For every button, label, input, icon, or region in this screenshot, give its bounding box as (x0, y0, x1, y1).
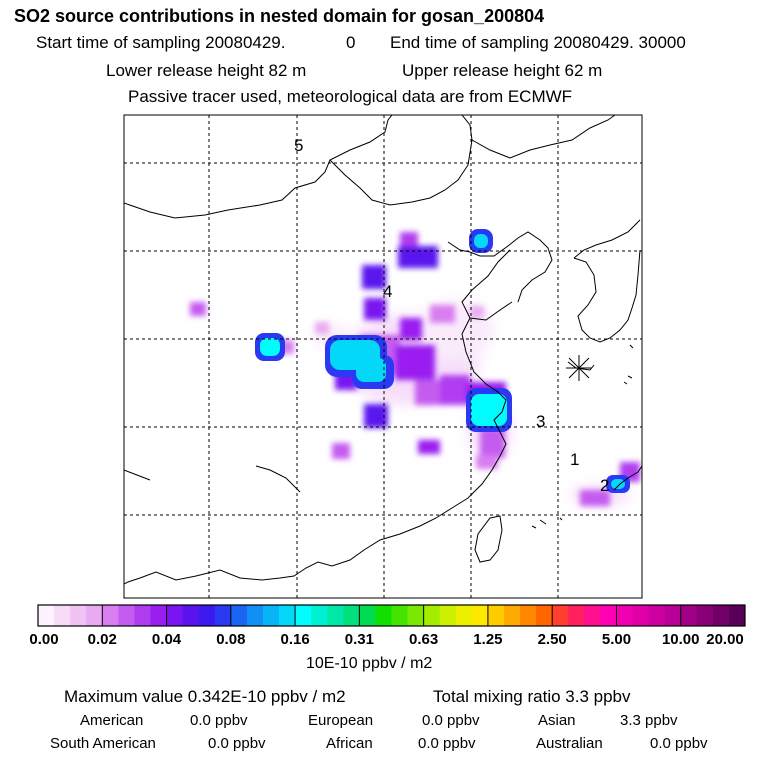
colorbar-swatch (600, 605, 617, 626)
colorbar (38, 605, 746, 626)
map-area: 5 4 3 1 2 (124, 115, 642, 598)
tracer-note: Passive tracer used, meteorological data… (128, 87, 573, 106)
colorbar-tick-label: 10.00 (661, 631, 700, 648)
region-name-american: American (80, 712, 144, 729)
colorbar-tick-label: 0.00 (29, 631, 59, 648)
colorbar-swatch (568, 605, 585, 626)
region-label-1: 1 (570, 450, 579, 469)
colorbar-tick-label: 0.31 (344, 631, 374, 648)
region-name-asian: Asian (538, 712, 576, 729)
colorbar-tick-label: 0.02 (87, 631, 117, 648)
colorbar-swatch (632, 605, 650, 626)
region-value-european: 0.0 ppbv (422, 712, 480, 729)
colorbar-swatch (536, 605, 553, 626)
region-label-2: 2 (600, 476, 609, 495)
region-name-australian: Australian (536, 735, 603, 752)
plume-cyan (260, 234, 625, 489)
region-value-african: 0.0 ppbv (418, 735, 476, 752)
region-label-5: 5 (294, 136, 303, 155)
colorbar-swatch (150, 605, 168, 626)
region-label-3: 3 (536, 412, 545, 431)
colorbar-swatch (182, 605, 200, 626)
region-label-4: 4 (383, 282, 392, 301)
colorbar-swatch (166, 605, 184, 626)
plot-title: SO2 source contributions in nested domai… (14, 6, 545, 26)
colorbar-swatch (311, 605, 328, 626)
colorbar-swatch (70, 605, 87, 626)
colorbar-swatch (487, 605, 505, 626)
region-value-south-american: 0.0 ppbv (208, 735, 266, 752)
colorbar-swatch (455, 605, 473, 626)
region-value-australian: 0.0 ppbv (650, 735, 708, 752)
colorbar-swatch (118, 605, 135, 626)
colorbar-swatch (86, 605, 103, 626)
region-name-african: African (326, 735, 373, 752)
colorbar-swatch (407, 605, 425, 626)
colorbar-swatch (423, 605, 441, 626)
colorbar-tick-label: 5.00 (601, 631, 632, 648)
start-time-label: Start time of sampling 20080429. (36, 33, 286, 52)
colorbar-swatch (262, 605, 280, 626)
colorbar-swatch (230, 605, 248, 626)
colorbar-swatch (728, 605, 746, 626)
colorbar-swatch (552, 605, 569, 626)
region-value-asian: 3.3 ppbv (620, 712, 678, 729)
lower-release-height: Lower release height 82 m (106, 61, 307, 80)
colorbar-swatch (584, 605, 601, 626)
colorbar-swatch (616, 605, 634, 626)
region-name-south-american: South American (50, 735, 156, 752)
colorbar-tick-label: 1.25 (473, 631, 503, 648)
colorbar-swatch (503, 605, 521, 626)
colorbar-frame (37, 604, 746, 627)
colorbar-swatch (54, 605, 71, 626)
colorbar-swatch (391, 605, 409, 626)
colorbar-swatch (696, 605, 714, 626)
colorbar-swatch (439, 605, 457, 626)
colorbar-swatch (102, 605, 119, 626)
end-time-label: End time of sampling 20080429. 30000 (390, 33, 686, 52)
colorbar-tick-label: 2.50 (537, 631, 567, 648)
region-value-american: 0.0 ppbv (190, 712, 248, 729)
region-name-european: European (308, 712, 374, 729)
colorbar-tick-label: 0.16 (280, 631, 310, 648)
colorbar-swatch (295, 605, 312, 626)
coastlines (124, 115, 642, 585)
colorbar-tick-label: 0.04 (151, 631, 182, 648)
maximum-value: Maximum value 0.342E-10 ppbv / m2 (64, 687, 346, 706)
colorbar-swatch (134, 605, 151, 626)
colorbar-swatch (343, 605, 360, 626)
colorbar-swatch (198, 605, 216, 626)
colorbar-swatch (664, 605, 682, 626)
colorbar-swatch (471, 605, 489, 626)
colorbar-swatch (520, 605, 537, 626)
colorbar-swatch (375, 605, 392, 626)
colorbar-tick-label: 0.08 (216, 631, 246, 648)
colorbar-swatch (38, 605, 55, 626)
colorbar-swatch (359, 605, 376, 626)
colorbar-swatch (327, 605, 344, 626)
colorbar-units: 10E-10 ppbv / m2 (306, 655, 433, 672)
colorbar-tick-label: 0.63 (409, 631, 439, 648)
colorbar-swatch (246, 605, 264, 626)
total-mixing-ratio: Total mixing ratio 3.3 ppbv (433, 687, 631, 706)
colorbar-swatch (680, 605, 698, 626)
colorbar-swatch (648, 605, 666, 626)
receptor-star-icon (566, 355, 592, 381)
start-hour: 0 (346, 33, 356, 52)
lat-lon-grid (124, 115, 642, 598)
upper-release-height: Upper release height 62 m (402, 61, 603, 80)
colorbar-swatch (279, 605, 296, 626)
colorbar-tick-label: 20.00 (706, 631, 744, 648)
colorbar-swatch (214, 605, 232, 626)
colorbar-swatch (712, 605, 730, 626)
map-frame (123, 114, 643, 599)
